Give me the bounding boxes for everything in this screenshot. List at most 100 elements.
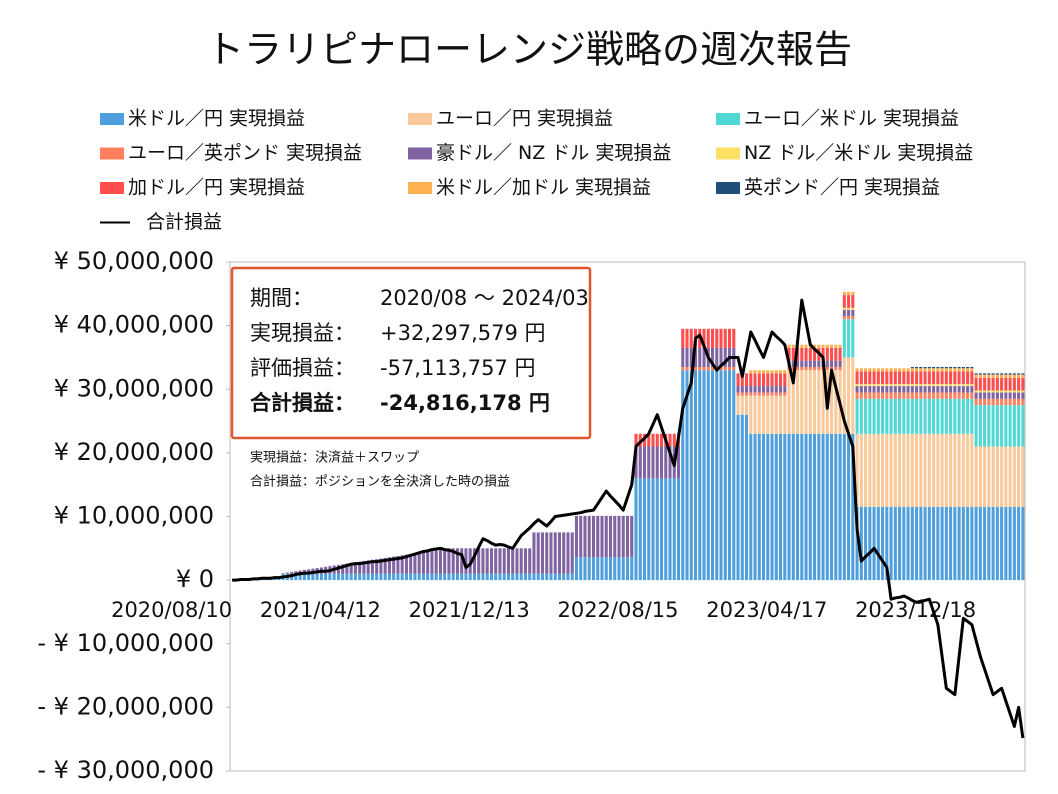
bar-segment (574, 557, 579, 581)
bar-segment (872, 506, 876, 581)
bar-segment (970, 368, 974, 372)
bar-segment (1012, 374, 1016, 378)
legend-label: ユーロ／円 実現損益 (436, 108, 613, 130)
bar-segment (932, 506, 936, 581)
bar-segment (889, 433, 893, 507)
bar-segment (889, 371, 893, 385)
bar-segment (915, 506, 919, 581)
bar-segment (927, 384, 931, 387)
bar-segment (813, 433, 817, 581)
bar-segment (970, 506, 974, 581)
y-tick-label: ¥ 30,000,000 (54, 374, 214, 402)
bar-segment (987, 506, 991, 581)
bar-segment (906, 371, 910, 385)
bar-segment (757, 392, 761, 396)
bar-segment (864, 368, 868, 372)
bar-segment (1021, 390, 1025, 393)
bar-segment (974, 373, 978, 375)
bar-segment (859, 398, 863, 434)
bar-segment (906, 386, 910, 393)
bar-segment (978, 374, 982, 378)
bar-segment (919, 366, 923, 369)
bar-segment (991, 398, 995, 406)
bar-segment (906, 398, 910, 434)
bar-segment (1004, 446, 1008, 507)
bar-segment (1017, 405, 1021, 447)
y-tick-label: - ¥ 10,000,000 (37, 629, 214, 657)
bar-segment (404, 554, 408, 574)
bar-segment (796, 370, 800, 434)
bar-segment (642, 478, 647, 581)
bar-segment (1008, 377, 1012, 391)
bar-segment (821, 433, 825, 581)
legend-label: NZ ドル／米ドル 実現損益 (744, 142, 973, 164)
bar-segment (1012, 405, 1016, 447)
bar-segment (549, 532, 553, 574)
bar-segment (1000, 506, 1004, 581)
bar-segment (766, 373, 770, 387)
bar-segment (881, 368, 885, 372)
bar-segment (613, 515, 617, 558)
bar-segment (621, 515, 625, 558)
bar-segment (855, 398, 859, 434)
bar-segment (1021, 374, 1025, 378)
bar-segment (370, 559, 374, 574)
bar-segment (1004, 390, 1008, 393)
bar-segment (987, 374, 991, 378)
bar-segment (485, 548, 489, 574)
bar-segment (944, 366, 948, 369)
bar-segment (834, 366, 838, 371)
bar-segment (557, 532, 562, 574)
bar-segment (944, 384, 948, 387)
bar-segment (736, 373, 740, 387)
bar-segment (970, 398, 974, 434)
bar-segment (770, 433, 774, 581)
bar-segment (617, 557, 621, 581)
bar-segment (919, 506, 923, 581)
bar-segment (881, 392, 885, 399)
bar-segment (855, 433, 859, 507)
bar-segment (715, 347, 719, 367)
bar-segment (957, 433, 961, 507)
bar-segment (966, 433, 970, 507)
bar-segment (434, 573, 438, 581)
bar-segment (1000, 377, 1004, 391)
bar-segment (940, 368, 944, 372)
bar-segment (625, 557, 630, 581)
bar-segment (430, 550, 434, 574)
bar-segment (855, 371, 859, 385)
bar-segment (353, 573, 357, 581)
y-tick-label: ¥ 0 (176, 565, 214, 593)
bar-segment (1004, 398, 1008, 406)
bar-segment (536, 532, 540, 574)
bar-segment (932, 366, 936, 369)
bar-segment (494, 548, 498, 574)
x-tick-label: 2023/04/17 (706, 598, 827, 622)
bar-segment (919, 368, 923, 372)
bar-segment (532, 532, 536, 574)
bar-segment (723, 370, 727, 581)
bar-segment (893, 386, 897, 393)
bar-segment (1021, 506, 1025, 581)
bar-segment (936, 368, 940, 372)
bar-segment (851, 309, 855, 317)
bar-segment (868, 371, 872, 385)
bar-segment (872, 384, 876, 387)
bar-segment (842, 309, 846, 317)
bar-segment (932, 368, 936, 372)
bar-segment (740, 414, 744, 581)
bar-segment (387, 557, 391, 574)
bar-segment (443, 548, 447, 574)
bar-segment (927, 368, 931, 372)
bar-segment (779, 370, 783, 374)
bar-segment (825, 433, 829, 581)
bar-segment (978, 405, 982, 447)
bar-segment (991, 392, 995, 399)
bar-segment (825, 360, 829, 367)
bar-segment (940, 506, 944, 581)
bar-segment (1012, 390, 1016, 393)
bar-segment (949, 366, 953, 369)
bar-segment (1017, 373, 1021, 375)
bar-segment (745, 395, 749, 415)
y-tick-label: - ¥ 30,000,000 (37, 756, 214, 784)
